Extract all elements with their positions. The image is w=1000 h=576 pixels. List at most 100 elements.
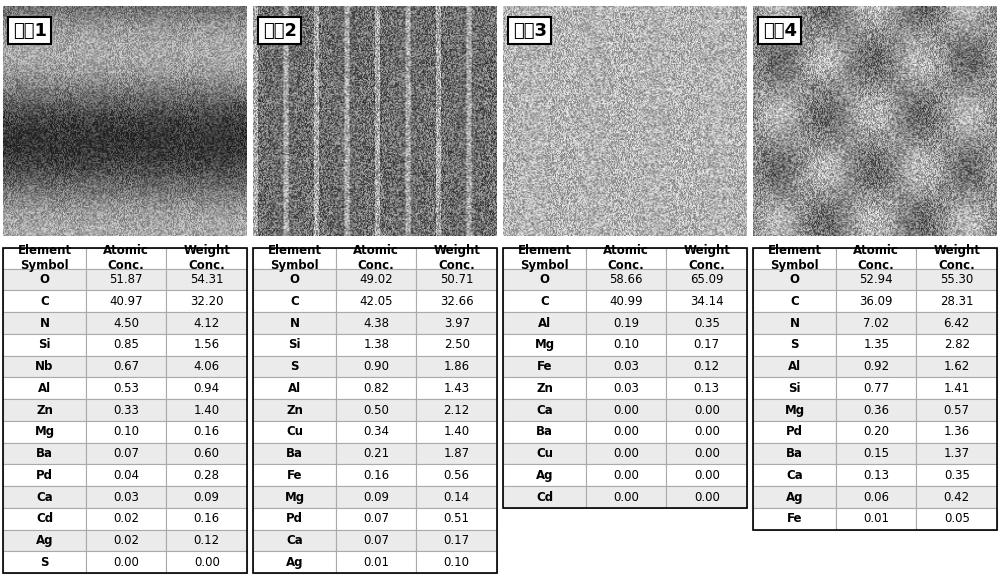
Text: 0.17: 0.17 (694, 338, 720, 351)
Bar (753, 508, 836, 529)
Bar (666, 268, 747, 290)
Bar (916, 508, 997, 529)
Bar (253, 290, 336, 312)
Bar (253, 334, 336, 355)
Bar (336, 464, 416, 486)
Text: 0.19: 0.19 (613, 317, 639, 329)
Bar (166, 508, 247, 529)
Text: 0.51: 0.51 (444, 512, 470, 525)
Text: Weight
Conc.: Weight Conc. (933, 244, 980, 272)
Bar (3, 464, 86, 486)
Text: 42.05: 42.05 (359, 295, 393, 308)
Bar (836, 312, 916, 334)
Text: C: C (290, 295, 299, 308)
Text: 0.14: 0.14 (444, 491, 470, 503)
Text: 1.36: 1.36 (944, 425, 970, 438)
Bar (3, 290, 86, 312)
Bar (503, 312, 586, 334)
Bar (3, 377, 86, 399)
Text: 0.06: 0.06 (863, 491, 889, 503)
Bar (503, 248, 747, 508)
Text: 0.10: 0.10 (613, 338, 639, 351)
Text: N: N (39, 317, 49, 329)
Text: 品牌1: 品牌1 (13, 22, 47, 40)
Bar (836, 486, 916, 508)
Text: 58.66: 58.66 (609, 273, 643, 286)
Text: 0.36: 0.36 (863, 404, 889, 416)
Bar (836, 355, 916, 377)
Bar (166, 399, 247, 421)
Bar (836, 442, 916, 464)
Text: 32.20: 32.20 (190, 295, 223, 308)
Text: 52.94: 52.94 (859, 273, 893, 286)
Text: 0.20: 0.20 (863, 425, 889, 438)
Bar (836, 377, 916, 399)
Text: Pd: Pd (786, 425, 803, 438)
Text: 32.66: 32.66 (440, 295, 474, 308)
Text: 1.40: 1.40 (444, 425, 470, 438)
Text: 54.31: 54.31 (190, 273, 223, 286)
Text: 0.34: 0.34 (363, 425, 389, 438)
Text: 0.03: 0.03 (613, 360, 639, 373)
Text: 0.10: 0.10 (113, 425, 139, 438)
Bar (836, 290, 916, 312)
Bar (666, 421, 747, 442)
Bar (336, 551, 416, 573)
Bar (3, 268, 86, 290)
Bar (336, 268, 416, 290)
Text: 0.53: 0.53 (113, 382, 139, 395)
Text: 55.30: 55.30 (940, 273, 973, 286)
Bar (253, 464, 336, 486)
Text: 1.86: 1.86 (444, 360, 470, 373)
Text: 0.00: 0.00 (613, 404, 639, 416)
Text: 2.12: 2.12 (444, 404, 470, 416)
Bar (166, 268, 247, 290)
Bar (336, 334, 416, 355)
Text: 0.92: 0.92 (863, 360, 889, 373)
Text: 4.12: 4.12 (194, 317, 220, 329)
Text: 1.56: 1.56 (194, 338, 220, 351)
Text: O: O (789, 273, 799, 286)
Bar (3, 529, 86, 551)
Bar (586, 290, 666, 312)
Bar (753, 268, 836, 290)
Text: C: C (790, 295, 799, 308)
Bar (416, 248, 497, 268)
Bar (166, 355, 247, 377)
Text: Weight
Conc.: Weight Conc. (433, 244, 480, 272)
Bar (166, 312, 247, 334)
Text: 2.50: 2.50 (444, 338, 470, 351)
Bar (336, 377, 416, 399)
Bar (86, 290, 166, 312)
Text: 4.50: 4.50 (113, 317, 139, 329)
Bar (336, 312, 416, 334)
Text: 1.35: 1.35 (863, 338, 889, 351)
Bar (3, 334, 86, 355)
Bar (836, 464, 916, 486)
Bar (166, 290, 247, 312)
Text: Mg: Mg (534, 338, 555, 351)
Bar (253, 529, 336, 551)
Bar (586, 312, 666, 334)
Bar (336, 508, 416, 529)
Bar (586, 377, 666, 399)
Text: 0.16: 0.16 (194, 512, 220, 525)
Bar (666, 399, 747, 421)
Bar (416, 464, 497, 486)
Text: Atomic
Conc.: Atomic Conc. (103, 244, 149, 272)
Text: 0.50: 0.50 (363, 404, 389, 416)
Bar (753, 290, 836, 312)
Text: 0.00: 0.00 (613, 469, 639, 482)
Bar (753, 464, 836, 486)
Bar (416, 290, 497, 312)
Bar (253, 486, 336, 508)
Text: 0.35: 0.35 (694, 317, 720, 329)
Text: 1.38: 1.38 (363, 338, 389, 351)
Bar (86, 268, 166, 290)
Text: Mg: Mg (34, 425, 55, 438)
Bar (916, 399, 997, 421)
Text: Element
Symbol: Element Symbol (517, 244, 572, 272)
Text: 40.97: 40.97 (109, 295, 143, 308)
Bar (503, 248, 586, 268)
Text: 0.00: 0.00 (613, 425, 639, 438)
